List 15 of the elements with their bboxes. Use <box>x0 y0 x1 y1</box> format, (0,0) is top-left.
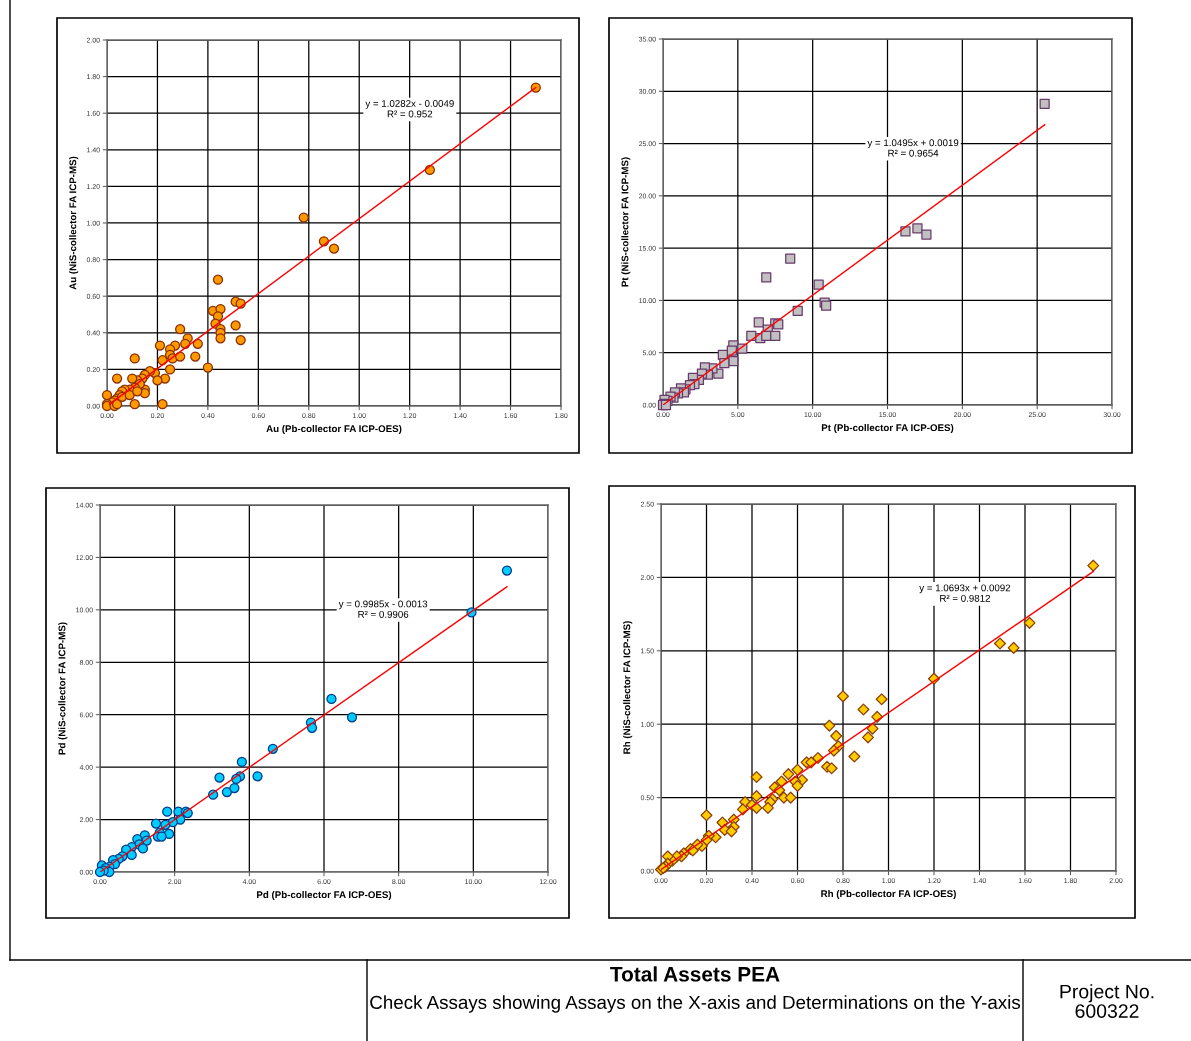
annotation: y = 1.0693x + 0.0092 R² = 0.9812 <box>919 584 1011 602</box>
text: Total Assets PEA <box>610 966 780 982</box>
annotation: y = 1.0282x - 0.0049 R² = 0.952 <box>365 100 454 118</box>
y-axis-title: Rh (NiS-collector FA ICP-MS) <box>623 621 633 754</box>
x-axis-title: Pd (Pb-collector FA ICP-OES) <box>257 890 392 901</box>
x-axis-title: Pt (Pb-collector FA ICP-OES) <box>821 423 954 434</box>
y-axis-title: Au (NiS-collector FA ICP-MS) <box>69 156 79 290</box>
x-axis-title: Au (Pb-collector FA ICP-OES) <box>266 424 402 435</box>
x-axis-title: Rh (Pb-collector FA ICP-OES) <box>821 889 956 900</box>
y-axis-title: Pd (NiS-collector FA ICP-MS) <box>58 622 68 755</box>
text: Check Assays showing Assays on the X-axis and Determinations on the Y-axis <box>370 995 1021 1013</box>
annotation: y = 1.0495x + 0.0019 R² = 0.9654 <box>867 139 959 157</box>
y-axis-title: Pt (NiS-collector FA ICP-MS) <box>621 157 631 287</box>
annotation: y = 0.9985x - 0.0013 R² = 0.9906 <box>338 600 428 618</box>
text: Project No. 600322 <box>1060 984 1154 1018</box>
